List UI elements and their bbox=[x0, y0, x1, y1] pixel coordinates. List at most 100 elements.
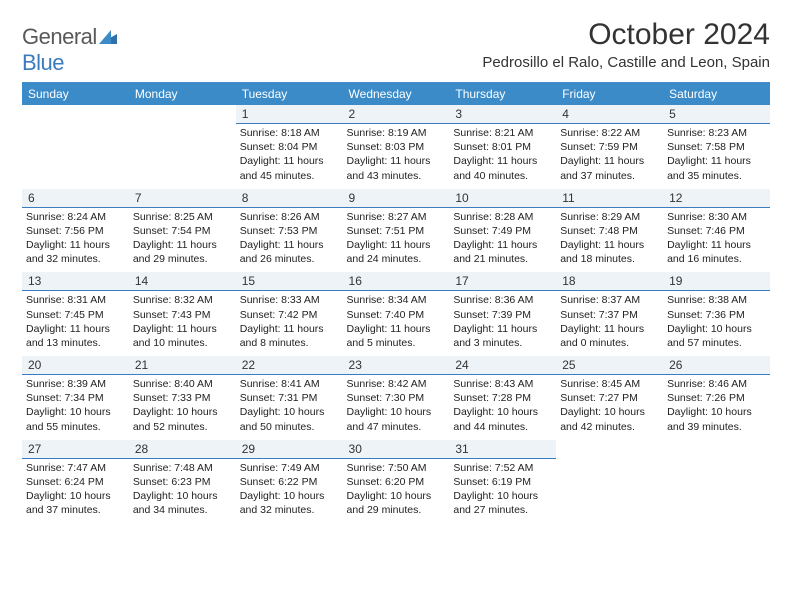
daynum: 30 bbox=[343, 440, 450, 459]
day-info: Sunrise: 8:26 AMSunset: 7:53 PMDaylight:… bbox=[236, 208, 343, 273]
logo-word1: General bbox=[22, 24, 97, 49]
calendar-cell: 14Sunrise: 8:32 AMSunset: 7:43 PMDayligh… bbox=[129, 272, 236, 356]
daynum: 29 bbox=[236, 440, 343, 459]
sunrise-line: Sunrise: 8:46 AM bbox=[667, 377, 766, 391]
daynum: 26 bbox=[663, 356, 770, 375]
daylight-line: Daylight: 11 hours and 32 minutes. bbox=[26, 238, 125, 266]
daylight-line: Daylight: 10 hours and 52 minutes. bbox=[133, 405, 232, 433]
sunset-line: Sunset: 8:03 PM bbox=[347, 140, 446, 154]
calendar-body: 1Sunrise: 8:18 AMSunset: 8:04 PMDaylight… bbox=[22, 105, 770, 523]
calendar-week-row: 13Sunrise: 8:31 AMSunset: 7:45 PMDayligh… bbox=[22, 272, 770, 356]
daylight-line: Daylight: 10 hours and 50 minutes. bbox=[240, 405, 339, 433]
daynum: 9 bbox=[343, 189, 450, 208]
day-info: Sunrise: 8:45 AMSunset: 7:27 PMDaylight:… bbox=[556, 375, 663, 440]
daynum: 21 bbox=[129, 356, 236, 375]
daynum: 1 bbox=[236, 105, 343, 124]
logo-text: General Blue bbox=[22, 24, 117, 76]
daylight-line: Daylight: 11 hours and 40 minutes. bbox=[453, 154, 552, 182]
sunrise-line: Sunrise: 7:50 AM bbox=[347, 461, 446, 475]
daynum: 11 bbox=[556, 189, 663, 208]
sunset-line: Sunset: 7:59 PM bbox=[560, 140, 659, 154]
calendar-cell: 27Sunrise: 7:47 AMSunset: 6:24 PMDayligh… bbox=[22, 440, 129, 524]
sunset-line: Sunset: 7:39 PM bbox=[453, 308, 552, 322]
sunrise-line: Sunrise: 8:45 AM bbox=[560, 377, 659, 391]
sunset-line: Sunset: 7:30 PM bbox=[347, 391, 446, 405]
calendar-cell: 12Sunrise: 8:30 AMSunset: 7:46 PMDayligh… bbox=[663, 189, 770, 273]
calendar-cell: 22Sunrise: 8:41 AMSunset: 7:31 PMDayligh… bbox=[236, 356, 343, 440]
daynum: 27 bbox=[22, 440, 129, 459]
sunrise-line: Sunrise: 8:22 AM bbox=[560, 126, 659, 140]
col-sunday: Sunday bbox=[22, 83, 129, 105]
daylight-line: Daylight: 11 hours and 5 minutes. bbox=[347, 322, 446, 350]
daylight-line: Daylight: 11 hours and 18 minutes. bbox=[560, 238, 659, 266]
daynum: 13 bbox=[22, 272, 129, 291]
sunset-line: Sunset: 7:45 PM bbox=[26, 308, 125, 322]
day-info: Sunrise: 8:29 AMSunset: 7:48 PMDaylight:… bbox=[556, 208, 663, 273]
sunrise-line: Sunrise: 8:29 AM bbox=[560, 210, 659, 224]
calendar-cell: 18Sunrise: 8:37 AMSunset: 7:37 PMDayligh… bbox=[556, 272, 663, 356]
day-info: Sunrise: 8:32 AMSunset: 7:43 PMDaylight:… bbox=[129, 291, 236, 356]
sunset-line: Sunset: 8:01 PM bbox=[453, 140, 552, 154]
daynum: 6 bbox=[22, 189, 129, 208]
daynum: 16 bbox=[343, 272, 450, 291]
daylight-line: Daylight: 11 hours and 8 minutes. bbox=[240, 322, 339, 350]
daylight-line: Daylight: 10 hours and 32 minutes. bbox=[240, 489, 339, 517]
sunset-line: Sunset: 7:28 PM bbox=[453, 391, 552, 405]
daylight-line: Daylight: 11 hours and 13 minutes. bbox=[26, 322, 125, 350]
daylight-line: Daylight: 11 hours and 16 minutes. bbox=[667, 238, 766, 266]
calendar-cell: 8Sunrise: 8:26 AMSunset: 7:53 PMDaylight… bbox=[236, 189, 343, 273]
sunrise-line: Sunrise: 8:40 AM bbox=[133, 377, 232, 391]
daylight-line: Daylight: 10 hours and 55 minutes. bbox=[26, 405, 125, 433]
calendar-cell: 24Sunrise: 8:43 AMSunset: 7:28 PMDayligh… bbox=[449, 356, 556, 440]
sunrise-line: Sunrise: 8:30 AM bbox=[667, 210, 766, 224]
sunrise-line: Sunrise: 8:39 AM bbox=[26, 377, 125, 391]
daynum: 23 bbox=[343, 356, 450, 375]
logo: General Blue bbox=[22, 18, 117, 76]
day-info: Sunrise: 8:22 AMSunset: 7:59 PMDaylight:… bbox=[556, 124, 663, 189]
sunrise-line: Sunrise: 8:19 AM bbox=[347, 126, 446, 140]
day-info: Sunrise: 8:24 AMSunset: 7:56 PMDaylight:… bbox=[22, 208, 129, 273]
daylight-line: Daylight: 11 hours and 37 minutes. bbox=[560, 154, 659, 182]
day-info: Sunrise: 8:36 AMSunset: 7:39 PMDaylight:… bbox=[449, 291, 556, 356]
sunset-line: Sunset: 7:43 PM bbox=[133, 308, 232, 322]
sunset-line: Sunset: 7:51 PM bbox=[347, 224, 446, 238]
calendar-cell: 23Sunrise: 8:42 AMSunset: 7:30 PMDayligh… bbox=[343, 356, 450, 440]
day-info: Sunrise: 8:37 AMSunset: 7:37 PMDaylight:… bbox=[556, 291, 663, 356]
sunrise-line: Sunrise: 8:24 AM bbox=[26, 210, 125, 224]
calendar-cell: 31Sunrise: 7:52 AMSunset: 6:19 PMDayligh… bbox=[449, 440, 556, 524]
page: General Blue October 2024 Pedrosillo el … bbox=[0, 0, 792, 533]
calendar-cell: 19Sunrise: 8:38 AMSunset: 7:36 PMDayligh… bbox=[663, 272, 770, 356]
calendar-cell: 20Sunrise: 8:39 AMSunset: 7:34 PMDayligh… bbox=[22, 356, 129, 440]
daynum: 31 bbox=[449, 440, 556, 459]
calendar-cell: 11Sunrise: 8:29 AMSunset: 7:48 PMDayligh… bbox=[556, 189, 663, 273]
daynum: 25 bbox=[556, 356, 663, 375]
sunset-line: Sunset: 7:56 PM bbox=[26, 224, 125, 238]
calendar-cell: 6Sunrise: 8:24 AMSunset: 7:56 PMDaylight… bbox=[22, 189, 129, 273]
day-info: Sunrise: 8:31 AMSunset: 7:45 PMDaylight:… bbox=[22, 291, 129, 356]
calendar-cell: 4Sunrise: 8:22 AMSunset: 7:59 PMDaylight… bbox=[556, 105, 663, 189]
sunset-line: Sunset: 7:27 PM bbox=[560, 391, 659, 405]
day-info: Sunrise: 8:34 AMSunset: 7:40 PMDaylight:… bbox=[343, 291, 450, 356]
calendar-cell: 3Sunrise: 8:21 AMSunset: 8:01 PMDaylight… bbox=[449, 105, 556, 189]
daylight-line: Daylight: 10 hours and 57 minutes. bbox=[667, 322, 766, 350]
header: General Blue October 2024 Pedrosillo el … bbox=[22, 18, 770, 76]
calendar-cell bbox=[556, 440, 663, 524]
daynum: 8 bbox=[236, 189, 343, 208]
sunrise-line: Sunrise: 8:37 AM bbox=[560, 293, 659, 307]
sunrise-line: Sunrise: 8:27 AM bbox=[347, 210, 446, 224]
day-info: Sunrise: 7:49 AMSunset: 6:22 PMDaylight:… bbox=[236, 459, 343, 524]
sunrise-line: Sunrise: 8:32 AM bbox=[133, 293, 232, 307]
daylight-line: Daylight: 10 hours and 42 minutes. bbox=[560, 405, 659, 433]
daylight-line: Daylight: 10 hours and 47 minutes. bbox=[347, 405, 446, 433]
sunrise-line: Sunrise: 8:33 AM bbox=[240, 293, 339, 307]
day-info: Sunrise: 8:21 AMSunset: 8:01 PMDaylight:… bbox=[449, 124, 556, 189]
daylight-line: Daylight: 11 hours and 26 minutes. bbox=[240, 238, 339, 266]
title-block: October 2024 Pedrosillo el Ralo, Castill… bbox=[482, 18, 770, 71]
sunset-line: Sunset: 7:37 PM bbox=[560, 308, 659, 322]
sunset-line: Sunset: 7:31 PM bbox=[240, 391, 339, 405]
logo-mark-icon bbox=[99, 24, 117, 50]
calendar-cell bbox=[663, 440, 770, 524]
sunset-line: Sunset: 6:19 PM bbox=[453, 475, 552, 489]
day-info: Sunrise: 8:40 AMSunset: 7:33 PMDaylight:… bbox=[129, 375, 236, 440]
calendar-cell: 28Sunrise: 7:48 AMSunset: 6:23 PMDayligh… bbox=[129, 440, 236, 524]
